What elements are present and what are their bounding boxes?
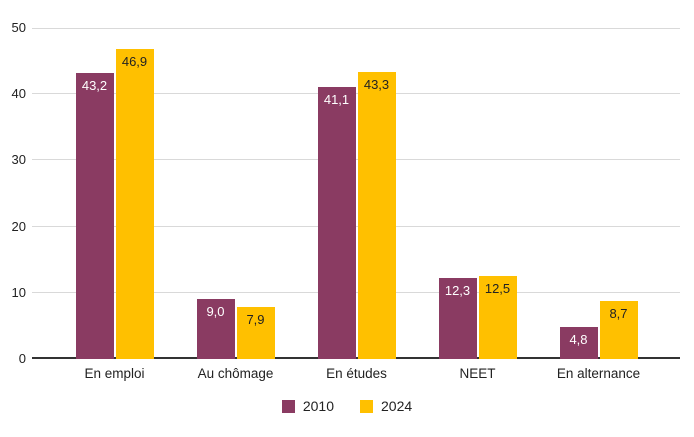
bar-2024: 43,3 [357,72,396,359]
bar-2024: 7,9 [236,306,275,359]
legend-label: 2010 [302,398,334,414]
bar-2024: 8,7 [599,301,638,359]
gridline [32,93,680,95]
chart-legend: 2010 2024 [0,398,694,414]
x-axis-label: Au chômage [197,366,274,381]
bar-2010: 12,3 [438,277,477,359]
legend-item-2024: 2024 [360,398,412,414]
y-axis-tick-label: 20 [11,218,26,234]
y-axis-tick-label: 50 [11,20,26,35]
x-axis-label: NEET [459,366,496,381]
y-axis-tick-label: 10 [11,284,26,300]
y-axis-tick-label: 40 [11,86,26,102]
y-axis-tick-label: 0 [18,351,26,366]
bar-value-label: 43,2 [81,78,108,94]
bar-value-label: 12,5 [484,281,511,297]
x-axis-label: En études [326,366,387,381]
plot-area: 43,2 46,9 9,0 7,9 41,1 43,3 12,3 12,5 4,8 8,7 [32,28,680,359]
gridline [32,225,680,227]
x-axis-line [32,357,680,359]
legend-label: 2024 [381,398,413,414]
bar-value-label: 12,3 [444,282,471,298]
legend-item-2010: 2010 [281,398,334,414]
bar-value-label: 41,1 [323,91,350,107]
bar-2010: 43,2 [75,73,114,359]
gridline [32,291,680,293]
bar-2010: 9,0 [196,299,235,359]
legend-swatch-2024 [360,399,373,413]
gridline [32,28,680,29]
bar-2010: 4,8 [559,327,598,359]
x-axis-label: En alternance [556,366,641,381]
bar-2024: 12,5 [478,276,517,359]
bar-value-label: 4,8 [569,332,588,348]
bar-value-label: 43,3 [363,77,390,93]
bar-value-label: 9,0 [206,304,225,320]
bar-value-label: 46,9 [121,53,148,69]
bar-value-label: 7,9 [246,311,265,327]
bar-2010: 41,1 [317,86,356,359]
legend-swatch-2010 [281,399,295,413]
y-axis-tick-label: 30 [11,152,26,168]
bar-value-label: 8,7 [609,306,628,322]
gridline [32,159,680,161]
x-axis-label: En emploi [84,366,145,381]
bar-2024: 46,9 [115,48,154,359]
